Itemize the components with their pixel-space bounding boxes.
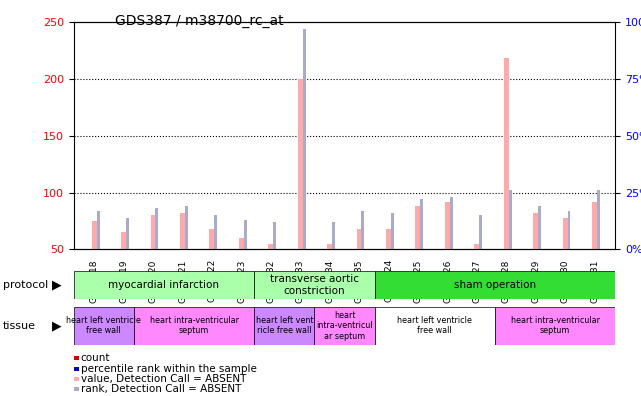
Text: ▶: ▶ (51, 319, 62, 332)
Text: heart left ventricle
free wall: heart left ventricle free wall (67, 316, 141, 335)
Bar (592, 202, 597, 307)
Text: heart
intra-ventricul
ar septum: heart intra-ventricul ar septum (316, 311, 373, 341)
Bar (504, 58, 509, 307)
Text: heart left vent
ricle free wall: heart left vent ricle free wall (256, 316, 313, 335)
Bar (74, 271, 254, 299)
Bar (126, 217, 129, 307)
Bar (151, 215, 156, 307)
Bar (538, 206, 541, 307)
Bar (315, 307, 374, 345)
Bar (415, 206, 420, 307)
Text: ▶: ▶ (51, 279, 62, 291)
Text: transverse aortic
constriction: transverse aortic constriction (270, 274, 359, 296)
Text: protocol: protocol (3, 280, 49, 290)
Text: myocardial infarction: myocardial infarction (108, 280, 219, 290)
Bar (374, 271, 615, 299)
Bar (362, 211, 365, 307)
Bar (155, 208, 158, 307)
Bar (420, 199, 423, 307)
Bar (92, 221, 97, 307)
Bar (474, 244, 479, 307)
Bar (254, 307, 315, 345)
Bar (374, 307, 495, 345)
Bar (254, 271, 374, 299)
Text: percentile rank within the sample: percentile rank within the sample (81, 364, 256, 374)
Text: heart left ventricle
free wall: heart left ventricle free wall (397, 316, 472, 335)
Bar (567, 211, 570, 307)
Text: GDS387 / m38700_rc_at: GDS387 / m38700_rc_at (115, 14, 284, 28)
Bar (121, 232, 126, 307)
Bar (533, 213, 538, 307)
Bar (297, 79, 303, 307)
Bar (327, 244, 333, 307)
Bar (509, 190, 512, 307)
Bar (386, 229, 392, 307)
Text: tissue: tissue (3, 321, 36, 331)
Bar (303, 29, 306, 307)
Bar (210, 229, 215, 307)
Bar (244, 220, 247, 307)
Bar (134, 307, 254, 345)
Text: count: count (81, 353, 110, 364)
Bar (332, 222, 335, 307)
Bar (239, 238, 244, 307)
Bar (269, 244, 274, 307)
Bar (74, 307, 134, 345)
Bar (356, 229, 362, 307)
Bar (479, 215, 482, 307)
Bar (214, 215, 217, 307)
Bar (97, 211, 99, 307)
Text: heart intra-ventricular
septum: heart intra-ventricular septum (511, 316, 600, 335)
Bar (445, 202, 450, 307)
Bar (273, 222, 276, 307)
Bar (495, 307, 615, 345)
Text: rank, Detection Call = ABSENT: rank, Detection Call = ABSENT (81, 384, 241, 394)
Bar (450, 197, 453, 307)
Text: value, Detection Call = ABSENT: value, Detection Call = ABSENT (81, 374, 246, 384)
Bar (180, 213, 185, 307)
Bar (597, 190, 600, 307)
Text: sham operation: sham operation (454, 280, 536, 290)
Bar (185, 206, 188, 307)
Text: heart intra-ventricular
septum: heart intra-ventricular septum (149, 316, 238, 335)
Bar (391, 213, 394, 307)
Bar (563, 217, 568, 307)
